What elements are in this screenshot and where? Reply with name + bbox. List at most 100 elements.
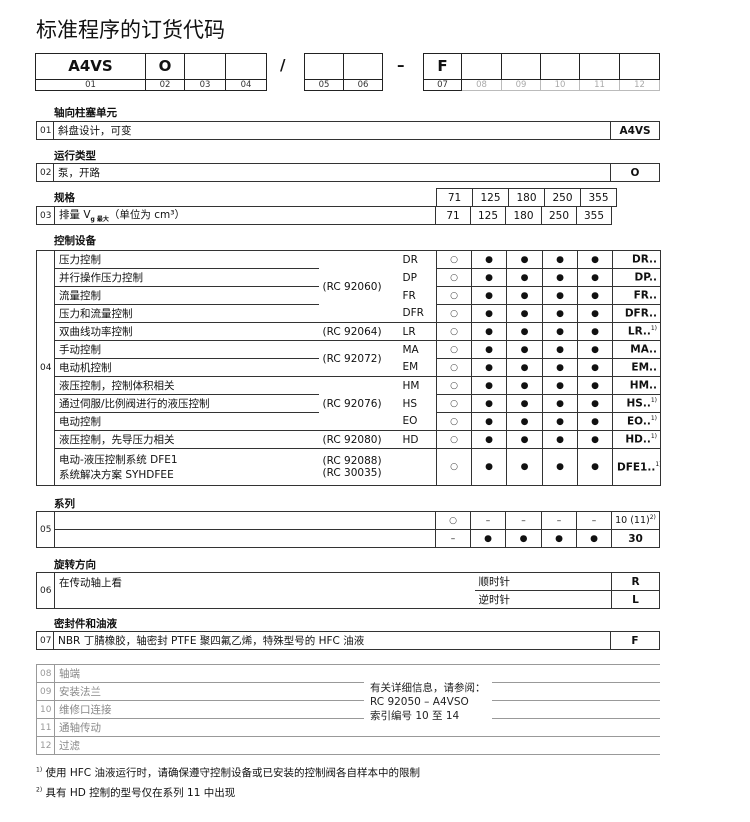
size-value: 71	[435, 206, 471, 225]
order-code: HD..1)	[612, 430, 661, 449]
rc-reference: (RC 92064)	[318, 322, 399, 341]
code-label-02: 02	[146, 80, 185, 91]
control-code: EM	[398, 358, 437, 377]
mark-dash: –	[541, 511, 577, 530]
rc-reference: (RC 92060)	[318, 250, 399, 323]
reference-line: 有关详细信息，请参阅：	[370, 682, 486, 694]
mark-dash: –	[576, 511, 612, 530]
size-header: 355	[580, 188, 617, 207]
mark-filled-dot-icon: ●	[542, 430, 578, 449]
code-box-04	[226, 53, 267, 80]
code-label-09: 09	[502, 80, 541, 91]
control-code: EO	[398, 412, 437, 431]
mark-filled-dot-icon: ●	[506, 430, 543, 449]
row-label: 过滤	[54, 736, 660, 755]
row-code: F	[610, 631, 660, 650]
mark-filled-dot-icon: ●	[471, 358, 507, 377]
mark-filled-dot-icon: ●	[577, 358, 613, 377]
rc-number: (RC 92064)	[322, 325, 382, 338]
description-text: 并行操作压力控制	[59, 272, 143, 284]
order-code-text: DFR..	[624, 307, 657, 320]
code-label-10: 10	[541, 80, 580, 91]
order-code: DP..	[612, 268, 661, 287]
desc-subscript: g 最大	[90, 216, 109, 224]
mark-filled-dot-icon: ●	[542, 322, 578, 341]
mark-filled-dot-icon: ●	[542, 376, 578, 395]
table-row: 02 泵，开路 O	[36, 163, 660, 182]
section-02-table: 02 泵，开路 O	[36, 163, 660, 182]
order-code-text: HD..	[625, 433, 651, 446]
order-code: HS..1)	[612, 394, 661, 413]
footnote-ref: 1)	[650, 415, 657, 423]
row-description: NBR 丁腈橡胶，轴密封 PTFE 聚四氟乙烯，特殊型号的 HFC 油液	[53, 631, 611, 650]
section-06-table: 06 在传动轴上看 顺时针 R 逆时针 L	[36, 572, 660, 609]
order-code: DR..	[612, 250, 661, 269]
desc-unit: （单位为 cm³）	[108, 209, 185, 222]
section-01-table: 01 斜盘设计，可变 A4VS	[36, 121, 660, 140]
order-code-text: HM..	[629, 379, 657, 392]
mark-open-circle-icon: ○	[436, 394, 472, 413]
page-title: 标准程序的订货代码	[36, 18, 225, 42]
rc-reference: (RC 92072)	[318, 340, 399, 377]
code-label-08: 08	[462, 80, 502, 91]
size-header: 125	[472, 188, 509, 207]
row-description	[54, 511, 436, 530]
control-row: 电动机控制 EM ○ ● ● ● ● EM..	[37, 358, 661, 377]
mark-filled-dot-icon: ●	[542, 394, 578, 413]
code-label-05: 05	[304, 80, 344, 91]
mark-filled-dot-icon: ●	[577, 376, 613, 395]
size-header-row: 71 125 180 250 355	[436, 188, 617, 207]
row-number: 06	[36, 572, 55, 609]
row-code: O	[610, 163, 660, 182]
control-description: 电动控制	[54, 412, 319, 431]
description-text: 通过伺服/比例阀进行的液压控制	[59, 398, 210, 410]
mark-filled-dot-icon: ●	[577, 448, 613, 486]
footnote-ref: 2)	[649, 514, 656, 522]
series-code: 10 (11)	[615, 515, 650, 527]
rc-reference: (RC 92076)	[318, 376, 399, 431]
rc-number: (RC 92080)	[322, 433, 382, 446]
row-number: 01	[36, 121, 54, 140]
control-row: 并行操作压力控制 DP ○ ● ● ● ● DP..	[37, 268, 661, 287]
rc-number: (RC 30035)	[322, 467, 382, 479]
mark-filled-dot-icon: ●	[471, 376, 507, 395]
code-box-03	[185, 53, 226, 80]
control-table: 04 压力控制 (RC 92060) DR ○ ● ● ● ● DR.. 并行操作压力控制 DP ○ ● ●…	[36, 250, 661, 486]
mark-filled-dot-icon: ●	[506, 376, 543, 395]
code-box-10	[541, 53, 580, 80]
mark-open-circle-icon: ○	[436, 322, 472, 341]
code-label-01: 01	[35, 80, 146, 91]
code-label-12: 12	[620, 80, 660, 91]
other-options-table: 08 轴端 09 安装法兰 10 维修口连接 11 通轴传动 12 过滤	[36, 664, 660, 755]
mark-filled-dot-icon: ●	[471, 286, 507, 305]
mark-filled-dot-icon: ●	[577, 412, 613, 431]
mark-filled-dot-icon: ●	[577, 286, 613, 305]
control-code: HM	[402, 379, 420, 392]
rc-number: (RC 92088)	[322, 455, 382, 467]
control-row: 电动控制 EO ○ ● ● ● ● EO..1)	[37, 412, 661, 431]
code-box-11	[580, 53, 620, 80]
control-code: LR	[398, 322, 437, 341]
section-07-table: 07 NBR 丁腈橡胶，轴密封 PTFE 聚四氟乙烯，特殊型号的 HFC 油液 …	[36, 631, 660, 650]
mark-filled-dot-icon: ●	[542, 340, 578, 359]
row-number: 11	[36, 718, 55, 737]
description-text: 液压控制，控制体积相关	[59, 380, 175, 392]
description-text: 电动-液压控制系统 DFE1	[59, 454, 178, 466]
reference-note: 有关详细信息，请参阅： RC 92050 – A4VSO 索引编号 10 至 1…	[364, 681, 492, 723]
order-code-text: LR..	[627, 325, 651, 338]
table-row: 10 维修口连接	[36, 700, 660, 719]
mark-filled-dot-icon: ●	[576, 529, 612, 548]
mark-open-circle-icon: ○	[436, 430, 472, 449]
order-code: FR..	[612, 286, 661, 305]
code-box-07: F	[423, 53, 462, 80]
mark-filled-dot-icon: ●	[542, 358, 578, 377]
mark-filled-dot-icon: ●	[542, 412, 578, 431]
mark-open-circle-icon: ○	[436, 412, 472, 431]
order-code-text: DFE1..	[617, 461, 656, 474]
mark-filled-dot-icon: ●	[506, 358, 543, 377]
control-row: 流量控制 FR ○ ● ● ● ● FR..	[37, 286, 661, 305]
order-code-text: EM..	[631, 361, 657, 374]
control-code: DR	[402, 253, 418, 266]
option-label: 顺时针	[474, 572, 612, 591]
rc-number: (RC 92076)	[322, 397, 382, 410]
